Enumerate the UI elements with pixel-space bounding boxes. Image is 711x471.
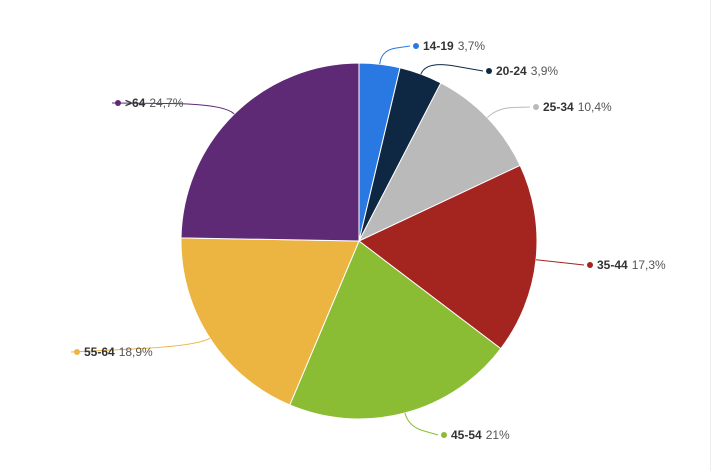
data-label-35-44: 35-44 17,3% [597,258,666,272]
connector-25-34 [486,106,531,118]
data-label-25-34: 25-34 10,4% [543,100,612,114]
data-labels: 14-19 3,7% 20-24 3,9% 25-34 10,4% 35-44 17,3% 45… [74,39,666,442]
data-label-category: 25-34 [543,100,574,114]
data-label-value: 10,4% [578,100,612,114]
pie-slice-55-64[interactable] [180,237,360,406]
data-label-category: 14-19 [423,39,454,53]
data-label-55-64: 55-64 18,9% [84,345,153,359]
pie-slice-35-44[interactable] [358,164,538,350]
data-label-value: 3,7% [458,39,486,53]
label-marker-35-44 [587,262,593,268]
data-label-45-54: 45-54 21% [451,428,510,442]
label-marker-20-24 [486,68,492,74]
label-marker-14-19 [413,43,419,49]
data-label-category: >64 [125,96,146,110]
pie-slice-over-64[interactable] [180,62,360,242]
label-marker-45-54 [441,432,447,438]
pie-slices [180,62,538,420]
data-label-value: 18,9% [119,345,153,359]
data-label-category: 35-44 [597,258,628,272]
connector-over-64 [111,102,235,115]
data-label-category: 55-64 [84,345,115,359]
label-marker-55-64 [74,349,80,355]
data-label-category: 20-24 [496,64,527,78]
data-label-value: 24,7% [149,96,183,110]
label-marker-25-34 [533,104,539,110]
data-label-14-19: 14-19 3,7% [423,39,485,53]
connector-14-19 [379,45,411,65]
data-label-value: 17,3% [632,258,666,272]
connector-20-24 [420,64,484,75]
label-marker-over-64 [115,100,121,106]
connector-45-54 [404,412,439,436]
pie-slice-25-34[interactable] [358,82,521,242]
data-label-value: 21% [486,428,510,442]
data-label-20-24: 20-24 3,9% [496,64,558,78]
connector-55-64 [70,337,211,353]
data-label-over-64: >64 24,7% [125,96,184,110]
data-label-value: 3,9% [531,64,559,78]
data-label-category: 45-54 [451,428,482,442]
label-connectors [70,45,585,436]
connector-35-44 [535,259,585,266]
